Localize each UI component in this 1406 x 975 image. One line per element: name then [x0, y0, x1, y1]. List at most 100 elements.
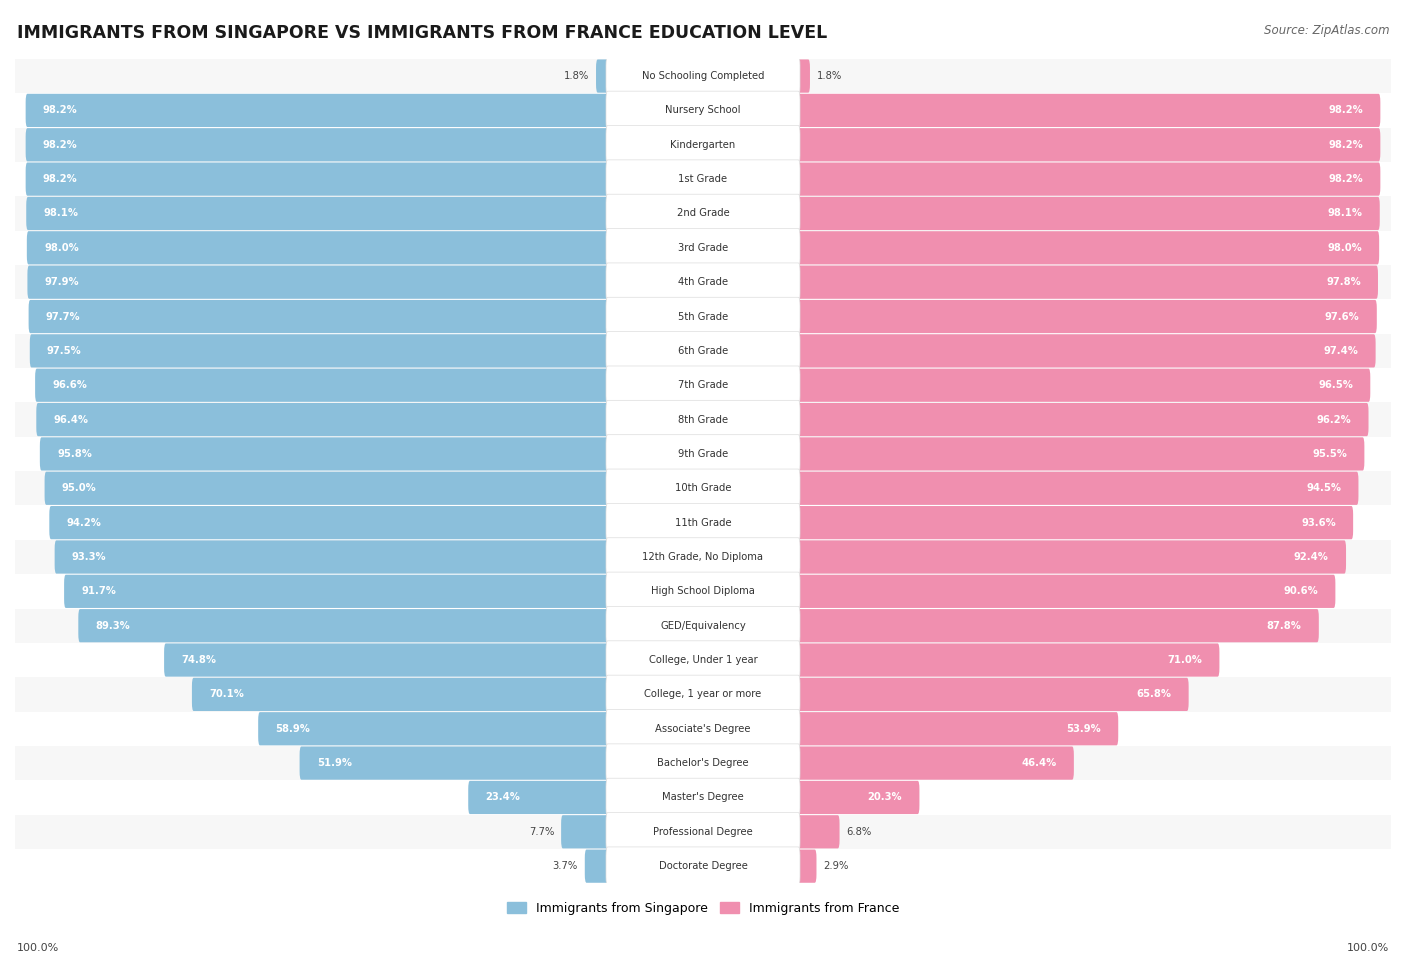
Text: 98.1%: 98.1% — [1327, 209, 1362, 218]
Text: 94.5%: 94.5% — [1306, 484, 1341, 493]
FancyBboxPatch shape — [191, 678, 609, 711]
Text: 97.8%: 97.8% — [1326, 277, 1361, 288]
FancyBboxPatch shape — [606, 778, 800, 817]
FancyBboxPatch shape — [606, 228, 800, 267]
FancyBboxPatch shape — [606, 194, 800, 233]
Bar — [15, 437, 1391, 471]
FancyBboxPatch shape — [165, 644, 609, 677]
Text: 3rd Grade: 3rd Grade — [678, 243, 728, 253]
Text: 2.9%: 2.9% — [824, 861, 849, 871]
FancyBboxPatch shape — [79, 609, 609, 643]
Text: College, Under 1 year: College, Under 1 year — [648, 655, 758, 665]
FancyBboxPatch shape — [606, 503, 800, 542]
FancyBboxPatch shape — [797, 128, 1381, 162]
FancyBboxPatch shape — [797, 265, 1378, 298]
Text: 91.7%: 91.7% — [82, 586, 117, 597]
Text: 11th Grade: 11th Grade — [675, 518, 731, 527]
FancyBboxPatch shape — [606, 812, 800, 851]
Bar — [15, 746, 1391, 780]
Text: 1.8%: 1.8% — [817, 71, 842, 81]
Bar — [15, 678, 1391, 712]
FancyBboxPatch shape — [25, 128, 609, 162]
Text: IMMIGRANTS FROM SINGAPORE VS IMMIGRANTS FROM FRANCE EDUCATION LEVEL: IMMIGRANTS FROM SINGAPORE VS IMMIGRANTS … — [17, 24, 827, 42]
FancyBboxPatch shape — [797, 712, 1118, 745]
FancyBboxPatch shape — [585, 849, 609, 882]
FancyBboxPatch shape — [606, 572, 800, 610]
FancyBboxPatch shape — [606, 401, 800, 439]
Text: 98.2%: 98.2% — [1329, 175, 1364, 184]
Text: 1.8%: 1.8% — [564, 71, 589, 81]
FancyBboxPatch shape — [25, 94, 609, 127]
FancyBboxPatch shape — [797, 94, 1381, 127]
Text: 1st Grade: 1st Grade — [679, 175, 727, 184]
Text: Doctorate Degree: Doctorate Degree — [658, 861, 748, 871]
Bar — [15, 333, 1391, 368]
Bar — [15, 849, 1391, 883]
FancyBboxPatch shape — [49, 506, 609, 539]
FancyBboxPatch shape — [797, 574, 1336, 608]
Bar — [15, 780, 1391, 815]
Text: 100.0%: 100.0% — [1347, 943, 1389, 953]
FancyBboxPatch shape — [606, 606, 800, 644]
FancyBboxPatch shape — [797, 781, 920, 814]
Text: 95.5%: 95.5% — [1312, 448, 1347, 459]
Bar — [15, 94, 1391, 128]
FancyBboxPatch shape — [596, 59, 609, 93]
FancyBboxPatch shape — [606, 641, 800, 680]
Text: Professional Degree: Professional Degree — [654, 827, 752, 837]
Text: 98.2%: 98.2% — [1329, 139, 1364, 150]
FancyBboxPatch shape — [797, 506, 1353, 539]
FancyBboxPatch shape — [606, 297, 800, 335]
FancyBboxPatch shape — [797, 334, 1375, 368]
FancyBboxPatch shape — [606, 366, 800, 405]
Bar — [15, 231, 1391, 265]
FancyBboxPatch shape — [797, 747, 1074, 780]
FancyBboxPatch shape — [606, 675, 800, 714]
Text: 7.7%: 7.7% — [529, 827, 554, 837]
Text: GED/Equivalency: GED/Equivalency — [661, 621, 745, 631]
Text: College, 1 year or more: College, 1 year or more — [644, 689, 762, 699]
Text: High School Diploma: High School Diploma — [651, 586, 755, 597]
Text: 51.9%: 51.9% — [316, 759, 352, 768]
Text: Master's Degree: Master's Degree — [662, 793, 744, 802]
Text: 65.8%: 65.8% — [1136, 689, 1171, 699]
Text: 96.4%: 96.4% — [53, 414, 89, 424]
FancyBboxPatch shape — [39, 438, 609, 471]
Bar — [15, 128, 1391, 162]
Bar — [15, 162, 1391, 196]
FancyBboxPatch shape — [35, 369, 609, 402]
FancyBboxPatch shape — [606, 847, 800, 885]
Bar — [15, 265, 1391, 299]
Text: 2nd Grade: 2nd Grade — [676, 209, 730, 218]
Text: 98.2%: 98.2% — [42, 105, 77, 115]
FancyBboxPatch shape — [299, 747, 609, 780]
Bar — [15, 574, 1391, 608]
FancyBboxPatch shape — [797, 644, 1219, 677]
Text: 10th Grade: 10th Grade — [675, 484, 731, 493]
FancyBboxPatch shape — [797, 197, 1379, 230]
FancyBboxPatch shape — [797, 369, 1371, 402]
Text: 95.0%: 95.0% — [62, 484, 97, 493]
FancyBboxPatch shape — [37, 403, 609, 436]
FancyBboxPatch shape — [797, 540, 1346, 573]
Text: 70.1%: 70.1% — [209, 689, 245, 699]
Text: 92.4%: 92.4% — [1294, 552, 1329, 562]
Text: 96.5%: 96.5% — [1319, 380, 1353, 390]
FancyBboxPatch shape — [606, 332, 800, 370]
FancyBboxPatch shape — [606, 744, 800, 782]
Text: 3.7%: 3.7% — [553, 861, 578, 871]
Text: Nursery School: Nursery School — [665, 105, 741, 115]
FancyBboxPatch shape — [797, 59, 810, 93]
Text: 87.8%: 87.8% — [1267, 621, 1302, 631]
Bar — [15, 368, 1391, 403]
Text: 58.9%: 58.9% — [276, 723, 311, 734]
FancyBboxPatch shape — [28, 265, 609, 298]
FancyBboxPatch shape — [606, 126, 800, 164]
Bar — [15, 58, 1391, 94]
Text: Kindergarten: Kindergarten — [671, 139, 735, 150]
Text: 98.2%: 98.2% — [42, 139, 77, 150]
FancyBboxPatch shape — [797, 815, 839, 848]
FancyBboxPatch shape — [797, 678, 1188, 711]
FancyBboxPatch shape — [27, 197, 609, 230]
FancyBboxPatch shape — [606, 710, 800, 748]
